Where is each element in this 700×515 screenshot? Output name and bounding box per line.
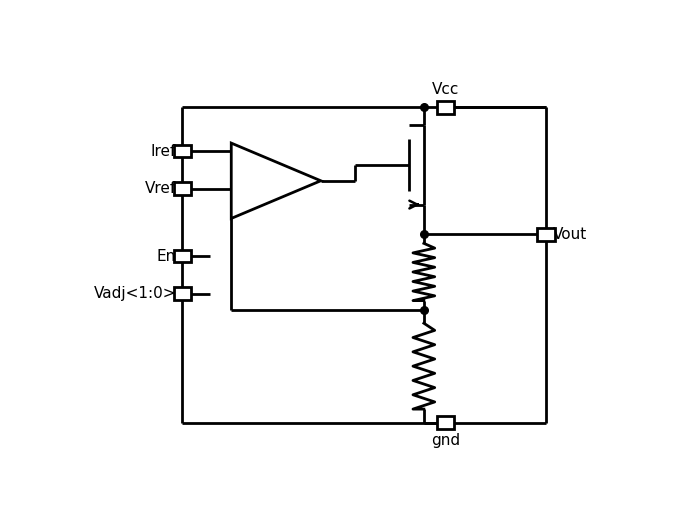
Text: gnd: gnd — [431, 433, 460, 448]
Text: En: En — [157, 249, 176, 264]
Bar — [537, 228, 554, 241]
Text: Iref: Iref — [150, 144, 176, 159]
Text: Vref: Vref — [145, 181, 176, 196]
Text: Vadj<1:0>: Vadj<1:0> — [93, 286, 176, 301]
Text: −: − — [245, 155, 259, 173]
Polygon shape — [231, 143, 321, 218]
Bar — [437, 101, 454, 114]
Text: Vout: Vout — [552, 227, 587, 242]
Bar — [174, 250, 191, 263]
Text: +: + — [245, 188, 259, 207]
Bar — [174, 182, 191, 195]
Text: Vcc: Vcc — [432, 82, 459, 97]
Bar — [174, 145, 191, 158]
Bar — [437, 416, 454, 429]
Bar — [174, 287, 191, 300]
